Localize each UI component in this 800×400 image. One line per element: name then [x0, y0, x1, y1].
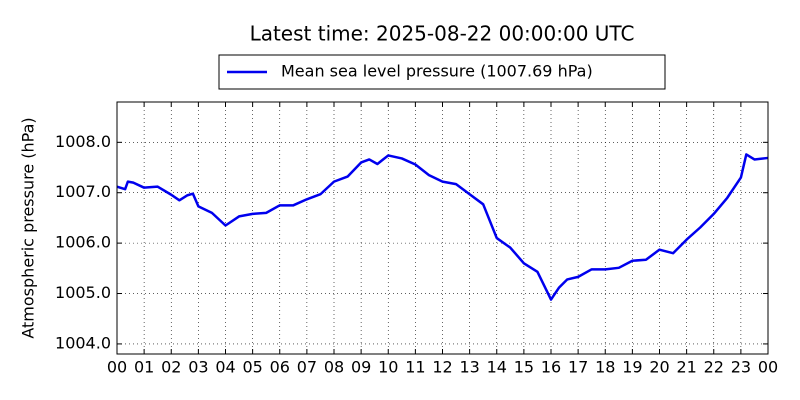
- x-tick-label: 14: [487, 358, 507, 377]
- y-axis-label: Atmospheric pressure (hPa): [19, 117, 38, 338]
- x-tick-label: 01: [134, 358, 154, 377]
- x-tick-label: 06: [270, 358, 290, 377]
- x-tick-label: 16: [541, 358, 561, 377]
- x-tick-label: 00: [107, 358, 127, 377]
- x-tick-label: 09: [351, 358, 371, 377]
- x-tick-label: 23: [731, 358, 751, 377]
- x-tick-label: 19: [622, 358, 642, 377]
- plot-frame: [116, 101, 769, 355]
- x-tick-label: 00: [758, 358, 778, 377]
- x-tick-label: 15: [514, 358, 534, 377]
- x-tick-label: 04: [215, 358, 235, 377]
- x-tick-label: 17: [568, 358, 588, 377]
- x-tick-label: 02: [161, 358, 181, 377]
- x-tick-label: 08: [324, 358, 344, 377]
- y-tick-label: 1008.0: [55, 132, 111, 151]
- x-tick-label: 13: [459, 358, 479, 377]
- x-tick-label: 21: [676, 358, 696, 377]
- chart-title: Latest time: 2025-08-22 00:00:00 UTC: [250, 22, 635, 46]
- x-tick-label: 20: [649, 358, 669, 377]
- y-tick-label: 1007.0: [55, 182, 111, 201]
- x-tick-label: 22: [704, 358, 724, 377]
- x-tick-label: 10: [378, 358, 398, 377]
- x-tick-label: 07: [297, 358, 317, 377]
- x-tick-label: 03: [188, 358, 208, 377]
- legend-label: Mean sea level pressure (1007.69 hPa): [281, 62, 593, 81]
- x-tick-label: 05: [242, 358, 262, 377]
- y-tick-label: 1005.0: [55, 283, 111, 302]
- x-tick-label: 12: [432, 358, 452, 377]
- data-line: [116, 153, 769, 301]
- x-tick-label: 18: [595, 358, 615, 377]
- x-tick-label: 11: [405, 358, 425, 377]
- y-tick-label: 1006.0: [55, 233, 111, 252]
- y-tick-label: 1004.0: [55, 333, 111, 352]
- legend-box: [218, 54, 666, 90]
